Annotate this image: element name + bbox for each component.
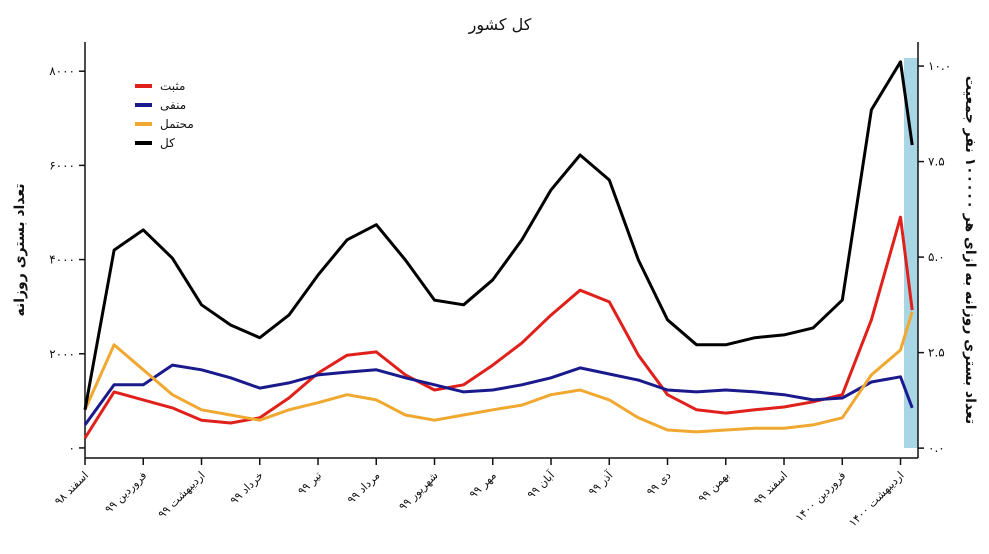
x-tick-label: خرداد ۹۹	[228, 469, 266, 507]
x-tick-label: مرداد ۹۹	[345, 469, 383, 507]
x-tick-label: اسفند ۹۸	[52, 469, 91, 508]
x-tick-label: دی ۹۹	[644, 469, 674, 499]
y2-tick-label: ۵.۰	[928, 250, 945, 264]
y2-tick-label: ۷.۵	[928, 155, 945, 169]
legend-label: منفی	[160, 98, 186, 112]
y-axis-label: تعداد بستری روزانه	[12, 183, 28, 316]
highlight-band	[904, 58, 918, 448]
x-tick-label: شهریور ۹۹	[396, 469, 440, 513]
y-tick-label: ۰	[69, 441, 75, 455]
x-tick-label: آذر ۹۹	[585, 468, 616, 499]
x-tick-label: فروردین ۱۴۰۰	[793, 469, 848, 524]
y-tick-label: ۲۰۰۰	[49, 347, 75, 361]
y-tick-label: ۶۰۰۰	[49, 158, 75, 172]
chart-title: کل کشور	[468, 15, 532, 35]
x-tick-label: آبان ۹۹	[524, 468, 558, 502]
y-tick-label: ۸۰۰۰	[49, 64, 75, 78]
legend-label: کل	[160, 136, 175, 150]
series-line	[83, 363, 914, 426]
series-line	[83, 311, 914, 434]
legend-label: مثبت	[160, 79, 185, 93]
x-tick-label: اسفند ۹۹	[751, 469, 790, 508]
y2-tick-label: ۲.۵	[928, 346, 945, 360]
legend-label: محتمل	[160, 117, 194, 131]
x-tick-label: تیر ۹۹	[295, 469, 324, 498]
y2-tick-label: ۰.۰	[928, 441, 945, 455]
x-tick-label: فروردین ۹۹	[102, 469, 149, 516]
y-tick-label: ۴۰۰۰	[49, 253, 75, 267]
series-line	[83, 60, 914, 411]
y2-tick-label: ۱۰.۰	[928, 59, 951, 73]
y2-axis-label: تعداد بستری روزانه به ازای هر ۱۰۰۰۰۰ نفر…	[962, 76, 978, 424]
x-tick-label: بهمن ۹۹	[696, 469, 732, 505]
x-tick-label: اردیبهشت ۹۹	[156, 469, 208, 521]
series-line	[83, 215, 914, 439]
x-tick-label: اردیبهشت ۱۴۰۰	[846, 469, 906, 529]
x-tick-label: مهر ۹۹	[467, 469, 499, 501]
